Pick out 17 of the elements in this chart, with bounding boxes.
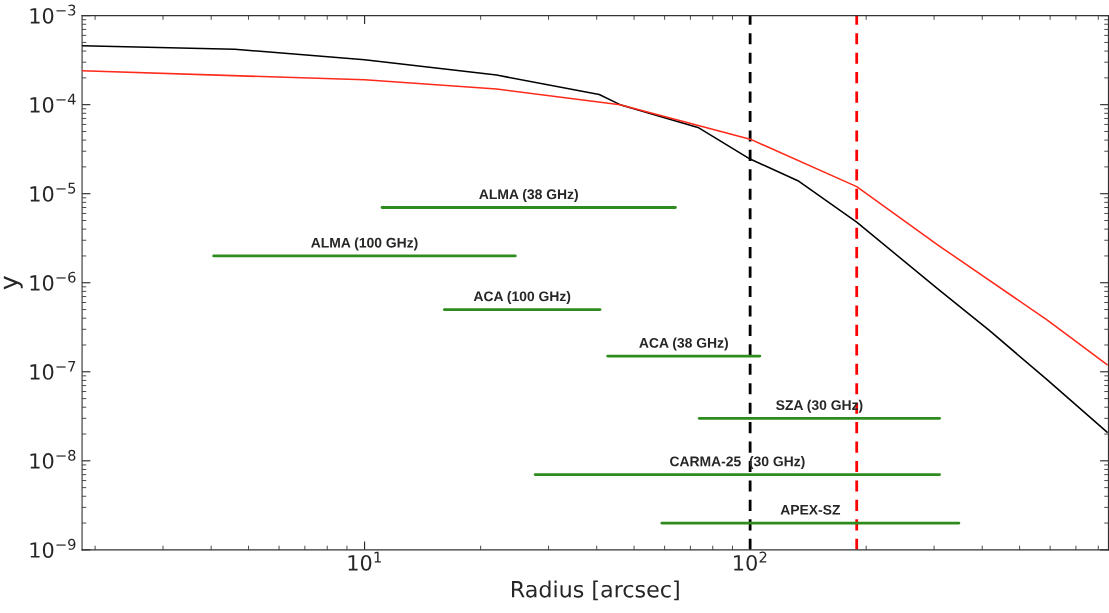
y-tick-label: 10$^{−4}$ xyxy=(30,93,76,113)
y-tick-label: 10$^{−8}$ xyxy=(30,449,76,469)
y-tick-label: 10$^{−6}$ xyxy=(30,271,76,291)
x-tick-label: 10$^{1}$ xyxy=(348,551,381,571)
x-axis-title: Radius [arcsec] xyxy=(512,580,679,601)
y-axis-title: y xyxy=(3,276,23,290)
series-label: ACA (38 GHz) xyxy=(639,337,728,351)
series-label: CARMA-25 (30 GHz) xyxy=(670,456,805,470)
series-label: ACA (100 GHz) xyxy=(473,291,571,304)
x-tick-label: 10$^{2}$ xyxy=(734,551,767,571)
y-tick-label: 10$^{−7}$ xyxy=(30,360,76,380)
series-label: ALMA (38 GHz) xyxy=(479,189,578,202)
y-tick-label: 10$^{−3}$ xyxy=(30,4,76,24)
y-tick-label: 10$^{−9}$ xyxy=(30,538,76,558)
series-label: APEX-SZ xyxy=(780,504,841,515)
y-tick-label: 10$^{−5}$ xyxy=(30,182,76,202)
series-label: ALMA (100 GHz) xyxy=(311,237,418,251)
